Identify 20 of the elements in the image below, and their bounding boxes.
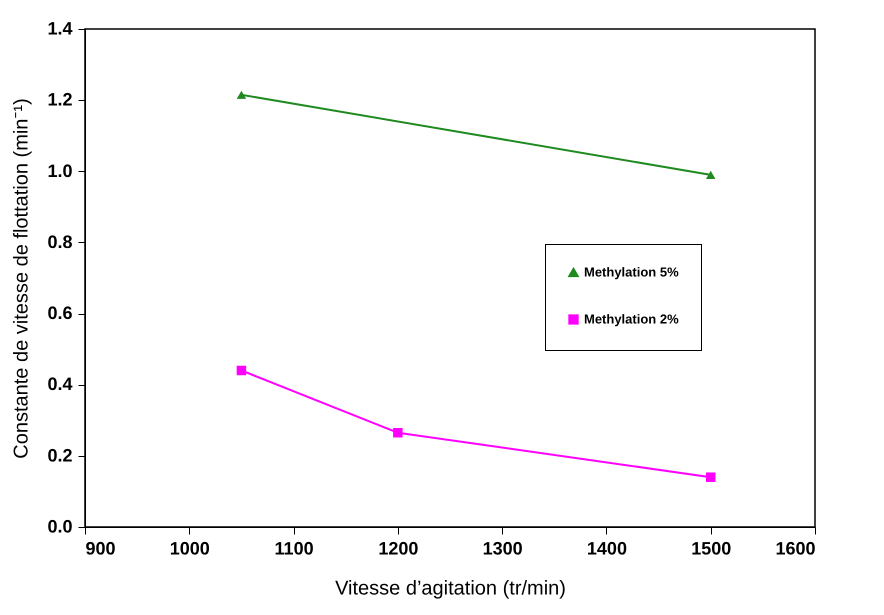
y-tick-label: 0.8 bbox=[47, 232, 72, 252]
x-tick-label: 1000 bbox=[170, 538, 210, 558]
legend-label: Methylation 2% bbox=[584, 312, 680, 326]
x-tick-label: 900 bbox=[86, 538, 116, 558]
x-tick-label: 1300 bbox=[482, 538, 523, 558]
y-tick-label: 1.2 bbox=[47, 90, 72, 110]
x-axis-title: Vitesse d’agitation (tr/min) bbox=[335, 578, 566, 600]
y-tick-label: 0.4 bbox=[47, 374, 72, 394]
y-tick-label: 1.0 bbox=[47, 160, 72, 181]
x-tick-label: 1400 bbox=[586, 538, 627, 558]
y-tick-label: 0.0 bbox=[47, 516, 72, 536]
x-tick-label: 1100 bbox=[274, 538, 314, 558]
y-tick-label: 1.4 bbox=[47, 18, 72, 38]
x-tick-label: 1500 bbox=[691, 538, 732, 558]
y-tick-label: 0.2 bbox=[47, 445, 72, 466]
legend-label: Methylation 5% bbox=[584, 264, 680, 280]
y-tick-label: 0.6 bbox=[47, 303, 72, 324]
x-tick-label: 1200 bbox=[378, 538, 418, 558]
x-tick-label: 1600 bbox=[775, 538, 816, 558]
y-axis-title: Constante de vitesse de flottation (min⁻¹) bbox=[10, 98, 32, 459]
